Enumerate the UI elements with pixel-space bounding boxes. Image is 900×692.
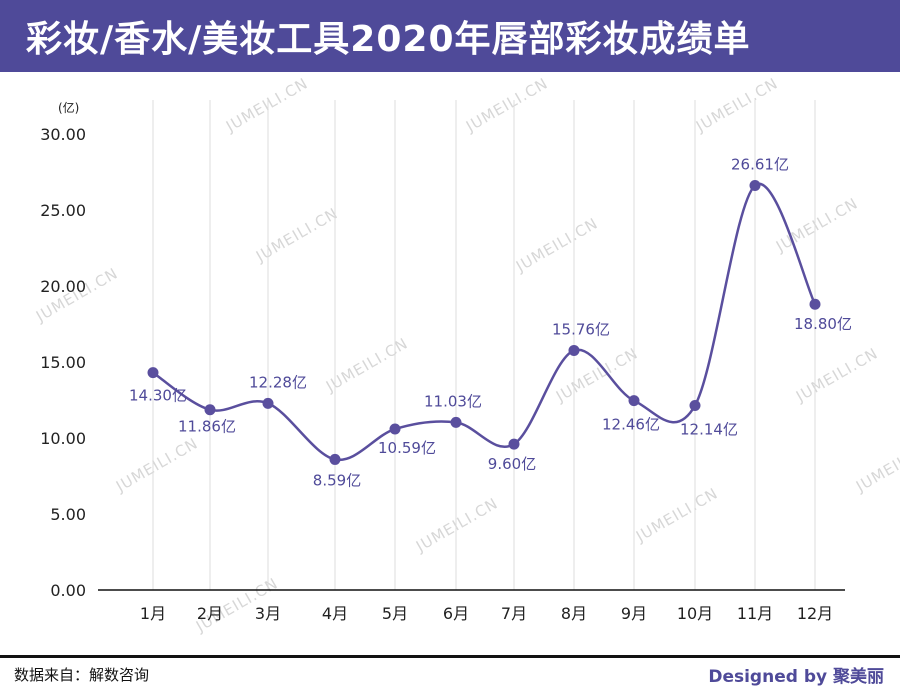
x-tick-label: 3月 xyxy=(255,604,281,623)
y-tick-label: 0.00 xyxy=(50,581,86,600)
data-point xyxy=(450,416,462,428)
watermark-text: JUMEILI.CN xyxy=(222,74,311,136)
designer-credit: Designed by 聚美丽 xyxy=(708,667,884,687)
data-point xyxy=(689,399,701,411)
data-point xyxy=(147,367,159,379)
watermark-text: JUMEILI.CN xyxy=(462,74,551,136)
data-point xyxy=(809,298,821,310)
data-label: 12.28亿 xyxy=(249,373,307,391)
chart-title: 彩妆/香水/美妆工具2020年唇部彩妆成绩单 xyxy=(26,19,751,60)
x-tick-label: 11月 xyxy=(737,604,773,623)
data-labels: 14.30亿 11.86亿 12.28亿 8.59亿 10.59亿 11.03亿 9.60亿… xyxy=(129,156,852,490)
watermark-text: JUMEILI.CN xyxy=(412,494,501,556)
data-point xyxy=(389,423,401,435)
line-chart: JUMEILI.CN JUMEILI.CN JUMEILI.CN JUMEILI.CN… xyxy=(32,74,900,636)
data-point xyxy=(262,397,274,409)
x-tick-label: 1月 xyxy=(140,604,166,623)
data-label: 18.80亿 xyxy=(794,315,852,333)
x-tick-label: 12月 xyxy=(797,604,833,623)
data-label: 10.59亿 xyxy=(378,439,436,457)
watermark-text: JUMEILI.CN xyxy=(792,344,881,406)
data-label: 15.76亿 xyxy=(552,320,610,338)
watermark-text: JUMEILI.CN xyxy=(632,484,721,546)
watermark-text: JUMEILI.CN xyxy=(852,434,900,496)
data-point xyxy=(749,180,761,192)
y-tick-label: 15.00 xyxy=(40,353,86,372)
data-point xyxy=(329,453,341,465)
data-label: 8.59亿 xyxy=(313,471,361,489)
data-label: 14.30亿 xyxy=(129,387,187,405)
data-label: 12.46亿 xyxy=(602,416,660,434)
x-tick-label: 9月 xyxy=(621,604,647,623)
y-axis-unit: (亿) xyxy=(58,100,79,115)
data-label: 9.60亿 xyxy=(488,455,536,473)
watermark-text: JUMEILI.CN xyxy=(692,74,781,136)
y-tick-label: 30.00 xyxy=(40,125,86,144)
chart-header: 彩妆/香水/美妆工具2020年唇部彩妆成绩单 xyxy=(0,0,900,72)
x-tick-label: 4月 xyxy=(322,604,348,623)
watermark-text: JUMEILI.CN xyxy=(252,204,341,266)
data-label: 11.86亿 xyxy=(178,418,236,436)
x-tick-label: 6月 xyxy=(443,604,469,623)
footer-divider xyxy=(0,655,900,658)
x-axis-tick-labels: 1月 2月 3月 4月 5月 6月 7月 8月 9月 10月 11月 12月 xyxy=(140,604,833,623)
y-tick-label: 5.00 xyxy=(50,505,86,524)
series-line xyxy=(152,182,817,461)
y-tick-label: 20.00 xyxy=(40,277,86,296)
watermark-text: JUMEILI.CN xyxy=(512,214,601,276)
y-tick-label: 25.00 xyxy=(40,201,86,220)
data-point xyxy=(628,395,640,407)
data-point xyxy=(508,438,520,450)
data-point xyxy=(204,404,216,416)
watermark-text: JUMEILI.CN xyxy=(112,434,201,496)
data-label: 26.61亿 xyxy=(731,156,789,174)
x-tick-label: 10月 xyxy=(677,604,713,623)
data-source: 数据来自：解数咨询 xyxy=(14,666,150,684)
vertical-gridlines xyxy=(152,100,816,590)
x-tick-label: 2月 xyxy=(197,604,223,623)
data-label: 12.14亿 xyxy=(680,420,738,438)
data-point xyxy=(568,344,580,356)
watermark-text: JUMEILI.CN xyxy=(322,334,411,396)
x-tick-label: 8月 xyxy=(561,604,587,623)
x-tick-label: 7月 xyxy=(501,604,527,623)
x-tick-label: 5月 xyxy=(382,604,408,623)
data-points xyxy=(147,180,821,465)
y-axis-tick-labels: 0.00 5.00 10.00 15.00 20.00 25.00 30.00 xyxy=(40,125,86,600)
y-tick-label: 10.00 xyxy=(40,429,86,448)
data-label: 11.03亿 xyxy=(424,392,482,410)
